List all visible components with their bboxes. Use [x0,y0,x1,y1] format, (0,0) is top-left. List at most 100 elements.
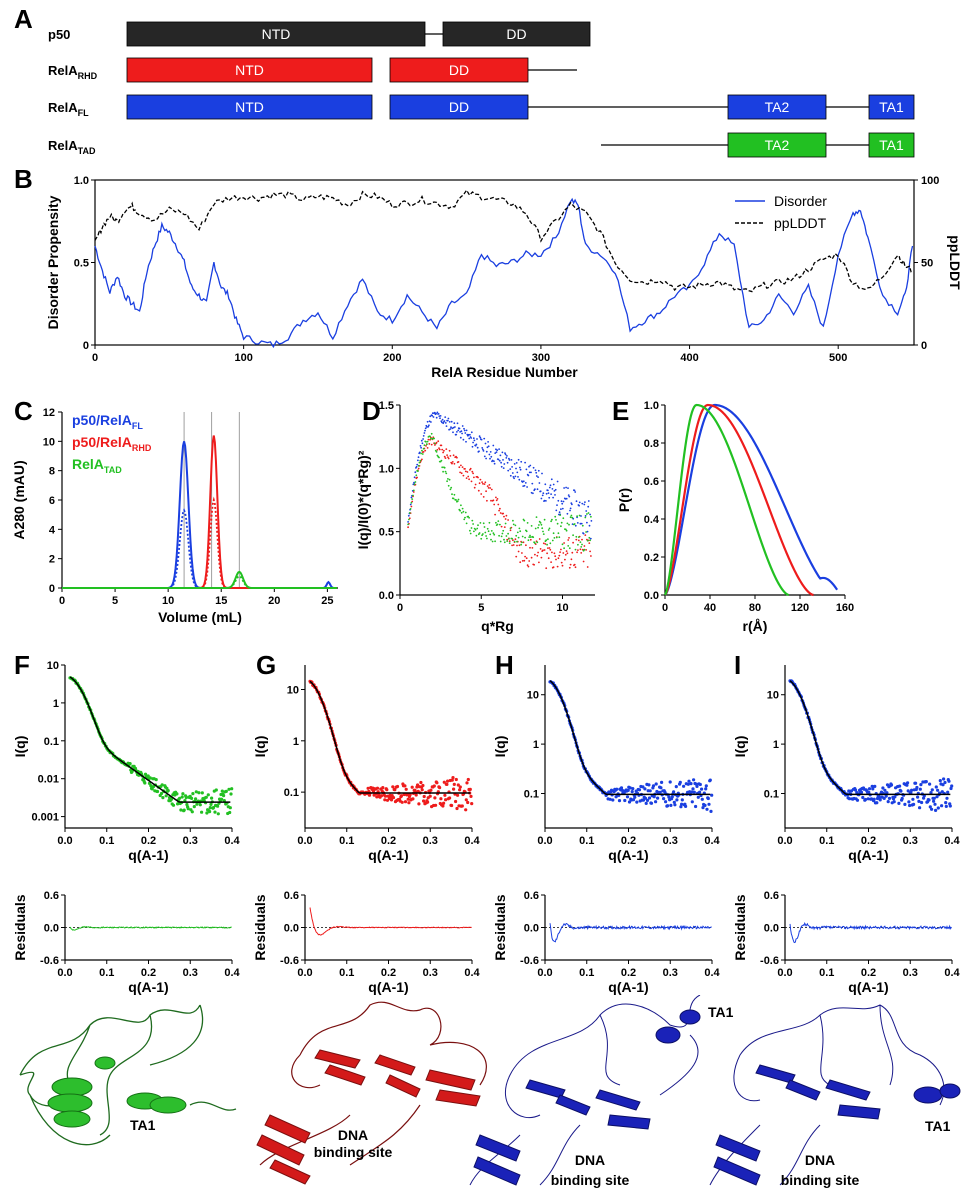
scatter-point [543,549,546,551]
scatter-point [936,806,940,810]
domain-box-label: TA1 [879,137,904,153]
scatter-point [487,441,489,443]
scatter-point [499,512,502,514]
scatter-point [502,467,505,469]
scatter-point [502,459,504,461]
scatter-point [513,477,515,480]
res-y-tick-label: 0.0 [764,923,779,935]
scatter-point [690,790,694,794]
scatter-point [519,561,522,564]
scatter-point [691,787,695,791]
scatter-point [575,535,578,538]
scatter-point [949,786,953,791]
scatter-point [383,794,388,798]
scatter-point [586,521,588,524]
scatter-point [549,484,552,487]
scatter-point [464,808,468,812]
y-tick-label: 4 [49,524,56,536]
scatter-point [469,433,471,436]
scatter-point [427,438,430,441]
scatter-point [516,531,519,534]
scatter-point [631,787,635,791]
scatter-point [574,566,577,569]
scatter-point [407,514,410,517]
scatter-point [704,787,708,791]
scatter-point [943,780,947,785]
scatter-point [464,798,468,802]
scatter-point [464,432,467,434]
scatter-point [670,795,674,799]
y2-tick-label: 100 [921,175,939,187]
scatter-point [548,486,551,489]
scatter-point [847,789,851,793]
scatter-point [154,778,158,782]
scatter-point [482,450,485,452]
res-x-tick-label: 0.2 [381,967,396,979]
res-x-tick-label: 0.0 [297,967,312,979]
scatter-point [180,795,184,799]
saxs-fit-i: 0.0 0.1 0.2 0.3 0.41010.1q(A-1)I(q)0.60.0-0.… [732,665,961,995]
scatter-point [947,779,951,783]
scatter-point [710,793,714,797]
scatter-point [391,796,396,800]
scatter-point [450,803,454,808]
scatter-point [550,478,553,481]
scatter-point [577,539,580,542]
scatter-point [435,451,438,453]
scatter-point [481,447,484,449]
scatter-point [452,431,454,434]
scatter-point [496,523,499,526]
scatter-point [567,494,570,496]
scatter-point [551,488,554,490]
res-y-tick-label: 0.6 [764,890,779,902]
scatter-point [649,801,654,805]
scatter-point [447,484,450,487]
scatter-point [571,516,574,519]
scatter-point [222,799,226,803]
scatter-point [500,465,503,468]
scatter-point [415,474,418,477]
scatter-point [905,783,909,787]
scatter-point [534,488,536,491]
scatter-point [412,489,415,492]
scatter-point [584,515,587,517]
scatter-point [932,796,936,800]
scatter-point [414,481,417,483]
res-x-tick-label: 0.0 [57,967,72,979]
scatter-point [556,480,559,483]
scatter-point [543,518,546,521]
res-x-tick-label: 0.2 [621,967,636,979]
scatter-point [608,797,612,801]
scatter-point [567,539,570,541]
scatter-point [493,503,496,506]
scatter-point [494,513,496,516]
scatter-point [395,784,400,789]
scatter-point [585,531,587,533]
scatter-point [498,509,500,512]
scatter-point [509,474,512,477]
scatter-point [456,793,460,797]
scatter-point [448,796,452,800]
y-tick-label: 0.5 [74,258,89,270]
scatter-point [940,804,944,808]
x-tick-label: 200 [383,352,401,364]
scatter-point [508,542,511,544]
res-y-tick-label: 0.6 [284,890,299,902]
scatter-point [554,515,557,518]
scatter-point [490,530,493,532]
scatter-point [420,788,424,792]
scatter-point [407,801,411,805]
scatter-point [511,537,513,540]
scatter-point [667,795,671,799]
scatter-point [414,793,418,797]
scatter-point [530,471,532,474]
scatter-point [523,484,526,487]
scatter-point [545,539,548,542]
scatter-point [410,785,414,789]
scatter-point [526,486,528,488]
scatter-point [560,561,563,564]
scatter-point [470,527,473,529]
scatter-point [515,462,518,464]
scatter-point [589,539,591,542]
scatter-point [709,809,713,813]
